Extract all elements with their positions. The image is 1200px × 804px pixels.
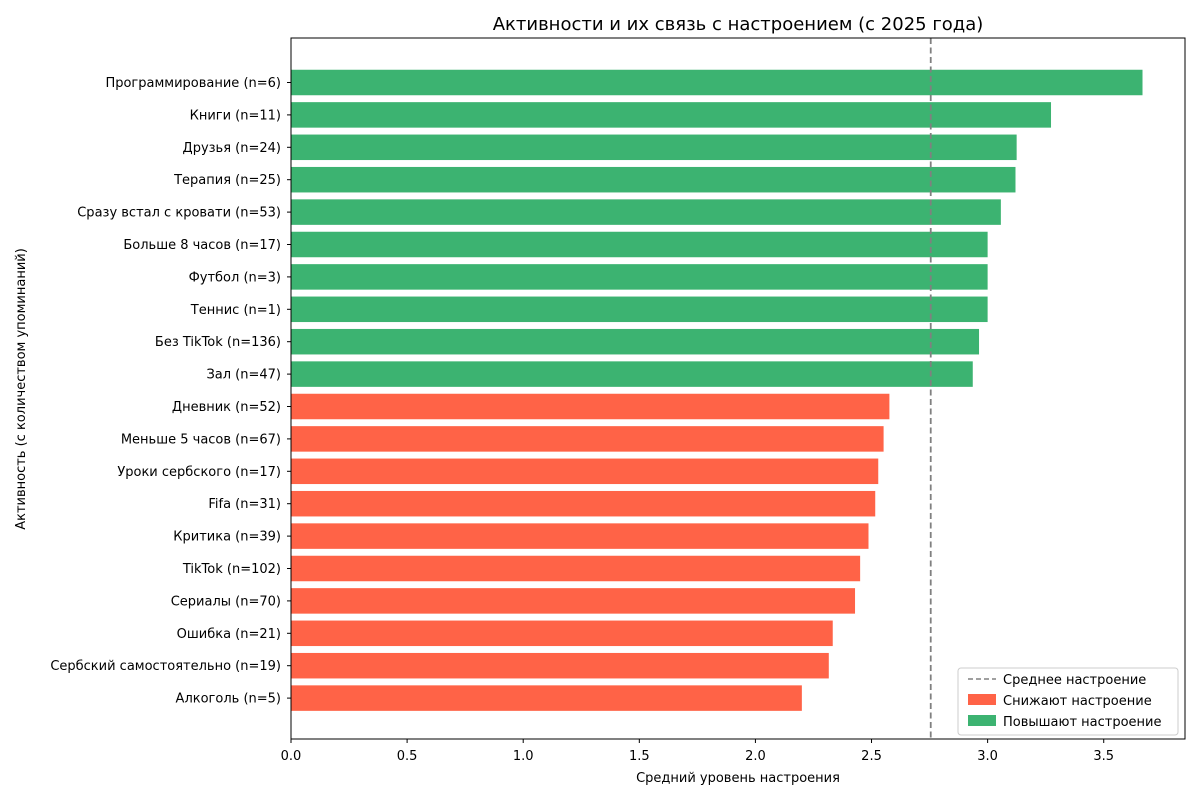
bar-17	[291, 620, 833, 647]
y-tick-label-6: Футбол (n=3)	[189, 270, 281, 285]
bar-9	[291, 361, 973, 387]
x-axis-ticks: 0.0 0.5 1.0 1.5 2.0 2.5 3.0 3.5	[281, 739, 1114, 764]
bar-0	[291, 69, 1143, 96]
bar-1	[291, 102, 1052, 128]
x-tick-label-0: 0.0	[281, 749, 302, 764]
y-tick-label-13: Fifa (n=31)	[208, 497, 281, 512]
y-tick-label-10: Дневник (n=52)	[172, 400, 281, 415]
bar-8	[291, 328, 980, 355]
y-tick-label-11: Меньше 5 часов (n=67)	[121, 432, 281, 447]
y-tick-label-0: Программирование (n=6)	[105, 76, 281, 91]
bar-15	[291, 555, 861, 582]
bar-13	[291, 490, 876, 517]
y-tick-label-15: TikTok (n=102)	[182, 562, 281, 577]
bar-5	[291, 231, 988, 258]
legend: Среднее настроение Снижают настроение По…	[957, 667, 1179, 736]
bar-7	[291, 296, 988, 323]
bar-11	[291, 426, 884, 452]
y-tick-label-4: Сразу встал с кровати (n=53)	[77, 206, 281, 221]
y-tick-label-2: Друзья (n=24)	[183, 141, 281, 156]
y-tick-label-7: Теннис (n=1)	[190, 303, 281, 318]
y-tick-label-14: Критика (n=39)	[173, 530, 281, 545]
y-tick-label-8: Без TikTok (n=136)	[155, 335, 281, 350]
legend-increase-swatch	[968, 715, 996, 726]
y-tick-label-19: Алкоголь (n=5)	[176, 692, 281, 707]
x-tick-label-1: 0.5	[397, 749, 418, 764]
bar-2	[291, 134, 1017, 161]
x-axis-label: Средний уровень настроения	[636, 771, 840, 786]
x-tick-label-7: 3.5	[1093, 749, 1114, 764]
bar-14	[291, 523, 869, 549]
x-tick-label-2: 1.0	[513, 749, 534, 764]
bars-layer	[291, 69, 1143, 711]
y-tick-label-17: Ошибка (n=21)	[177, 627, 281, 642]
y-axis-label: Активность (с количеством упоминаний)	[14, 248, 29, 530]
chart-title: Активности и их связь с настроением (с 2…	[493, 14, 984, 35]
bar-3	[291, 166, 1016, 193]
bar-16	[291, 588, 856, 614]
y-axis-ticks: Программирование (n=6) Книги (n=11) Друзья…	[50, 76, 291, 707]
x-tick-label-4: 2.0	[745, 749, 766, 764]
x-tick-label-3: 1.5	[629, 749, 650, 764]
bar-18	[291, 652, 829, 679]
y-tick-label-9: Зал (n=47)	[206, 368, 281, 383]
x-tick-label-6: 3.0	[977, 749, 998, 764]
bar-4	[291, 199, 1001, 225]
bar-19	[291, 685, 802, 711]
bar-6	[291, 264, 988, 290]
legend-decrease-swatch	[968, 694, 996, 705]
plot-frame	[290, 37, 1186, 740]
y-tick-label-12: Уроки сербского (n=17)	[117, 465, 281, 480]
y-tick-label-3: Терапия (n=25)	[173, 173, 281, 188]
y-tick-label-1: Книги (n=11)	[190, 108, 281, 123]
y-tick-label-16: Сериалы (n=70)	[171, 594, 281, 609]
y-tick-label-18: Сербский самостоятельно (n=19)	[50, 659, 281, 674]
bar-12	[291, 458, 879, 485]
x-tick-label-5: 2.5	[861, 749, 882, 764]
legend-increase-label: Повышают настроение	[1003, 715, 1162, 730]
bar-10	[291, 393, 890, 420]
y-tick-label-5: Больше 8 часов (n=17)	[123, 238, 281, 253]
legend-decrease-label: Снижают настроение	[1003, 694, 1152, 709]
legend-average-label: Среднее настроение	[1003, 673, 1146, 688]
legend-box	[957, 667, 1179, 736]
